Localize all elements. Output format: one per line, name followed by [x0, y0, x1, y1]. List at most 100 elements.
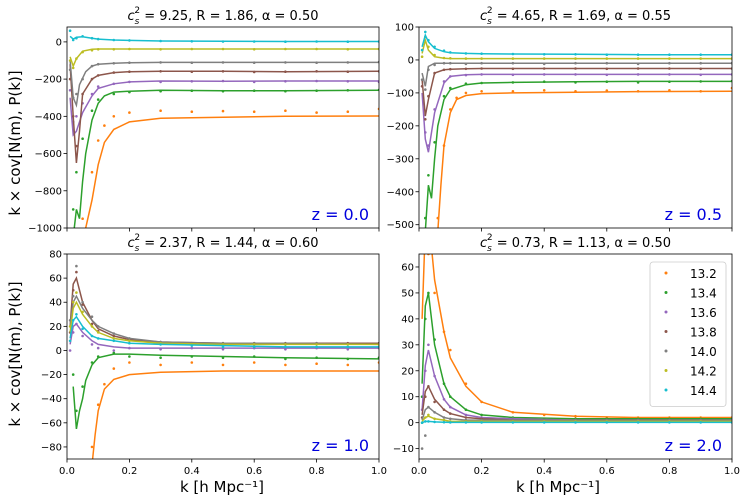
data-point — [190, 361, 194, 364]
data-point — [96, 325, 100, 328]
data-point — [96, 98, 100, 101]
x-tick: 0.4 — [184, 459, 200, 477]
data-point — [480, 413, 483, 417]
plot-area — [420, 240, 732, 450]
data-point — [81, 35, 84, 38]
y-tick: 40 — [401, 314, 419, 325]
legend-entry: 14.2 — [664, 365, 717, 379]
data-point — [449, 51, 452, 54]
data-point — [574, 81, 577, 84]
series-line-5 — [421, 37, 732, 60]
data-point — [442, 80, 446, 83]
data-point — [424, 240, 427, 243]
data-point — [636, 73, 640, 76]
panel-2: cs2 = 2.37, R = 1.44, α = 0.60 −80 −60 −40 −… — [41, 233, 387, 477]
data-point — [574, 61, 577, 65]
data-point — [96, 337, 100, 340]
data-point — [81, 385, 84, 388]
x-tick-label: 1.0 — [371, 466, 387, 477]
data-point — [75, 57, 78, 60]
data-point — [112, 339, 116, 343]
data-point — [464, 62, 468, 66]
data-point — [90, 445, 94, 449]
data-point — [424, 369, 427, 373]
data-point — [449, 421, 452, 424]
data-point — [112, 82, 116, 86]
y-tick-label: 100 — [395, 23, 414, 34]
data-point — [221, 348, 225, 351]
data-point — [75, 36, 78, 40]
data-point — [252, 61, 256, 64]
y-tick-label: −200 — [387, 121, 414, 132]
y-tick: −10 — [393, 444, 419, 455]
data-point — [284, 348, 287, 351]
series-line-5 — [69, 48, 379, 69]
data-point — [427, 385, 430, 388]
data-point — [81, 217, 84, 220]
data-point — [427, 94, 430, 98]
data-point — [424, 416, 427, 419]
data-point — [75, 291, 78, 294]
data-point — [699, 67, 702, 71]
y-tick-label: −400 — [35, 112, 62, 123]
data-point — [81, 77, 84, 81]
data-point — [159, 61, 162, 64]
data-point — [433, 420, 436, 424]
data-point — [420, 48, 424, 52]
data-point — [420, 78, 424, 81]
data-point — [424, 395, 427, 399]
data-point — [442, 420, 446, 424]
data-point — [68, 89, 72, 92]
data-point — [221, 47, 225, 51]
data-point — [464, 413, 468, 417]
data-point — [346, 110, 350, 113]
data-point — [433, 108, 436, 111]
data-point — [315, 70, 318, 73]
data-point — [159, 109, 162, 112]
data-point — [480, 67, 483, 70]
legend-label: 13.6 — [690, 306, 717, 320]
data-point — [636, 62, 640, 66]
data-point — [574, 73, 577, 76]
data-point — [449, 86, 452, 90]
data-point — [190, 110, 194, 113]
data-point — [190, 346, 194, 350]
data-point — [190, 355, 194, 358]
data-point — [480, 57, 483, 60]
data-point — [68, 68, 72, 72]
legend-marker — [664, 369, 668, 372]
data-point — [75, 270, 78, 274]
y-tick-label: −60 — [41, 418, 62, 429]
y-tick: 50 — [401, 288, 419, 299]
data-point — [75, 170, 78, 174]
data-point — [96, 403, 100, 407]
data-point — [542, 80, 546, 83]
data-point — [542, 53, 546, 56]
data-point — [424, 88, 427, 91]
data-point — [574, 414, 577, 418]
y-tick: 0 — [56, 346, 67, 357]
data-point — [449, 75, 452, 78]
y-tick-label: −100 — [387, 88, 414, 99]
series-line-5 — [69, 300, 379, 346]
data-point — [315, 89, 318, 92]
axes-frame — [418, 26, 733, 229]
y-tick: 60 — [401, 262, 419, 273]
data-point — [464, 52, 468, 55]
data-point — [511, 57, 515, 60]
data-point — [605, 80, 609, 83]
x-tick-label: 0.4 — [536, 466, 552, 477]
series-line-2 — [69, 80, 379, 137]
y-tick: 40 — [49, 298, 67, 309]
data-point — [159, 348, 162, 351]
data-point — [427, 291, 430, 295]
data-point — [427, 343, 430, 347]
y-tick: 0 — [408, 55, 419, 66]
data-point — [128, 337, 131, 340]
data-point — [159, 343, 162, 346]
legend-label: 14.4 — [690, 384, 717, 398]
data-point — [68, 319, 72, 322]
series-line-6 — [421, 33, 732, 56]
axes-frame — [66, 253, 380, 460]
data-point — [315, 40, 318, 43]
